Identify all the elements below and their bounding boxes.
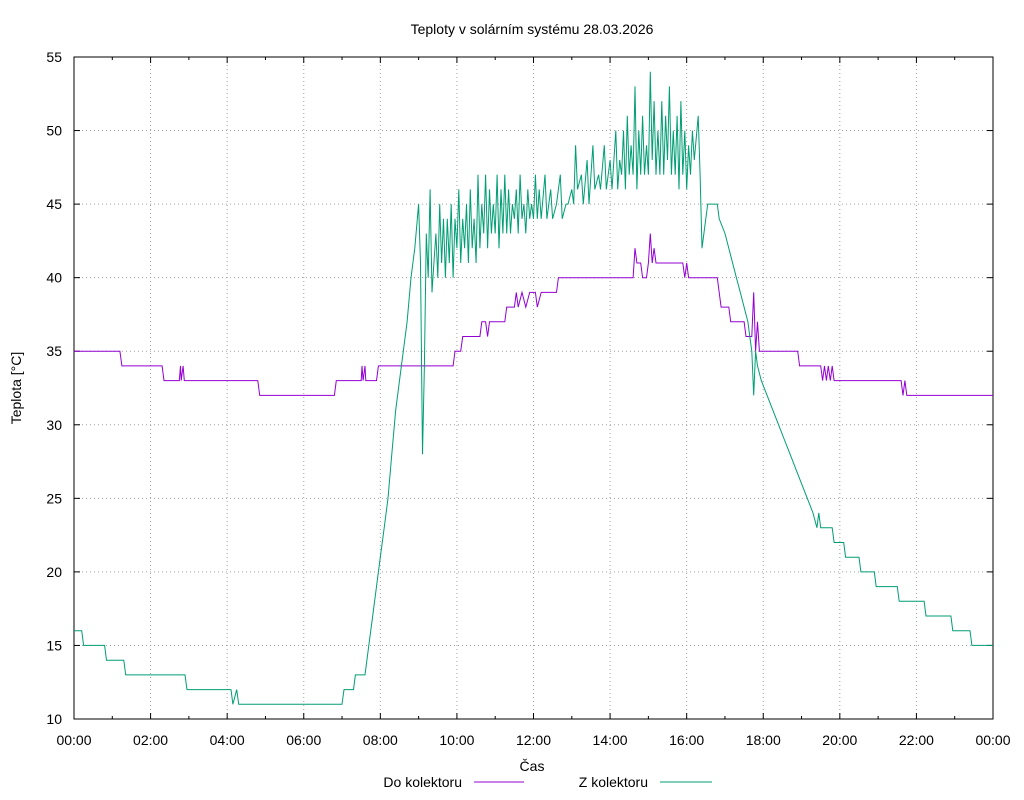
y-tick-label: 15: [46, 637, 62, 653]
x-tick-label: 20:00: [822, 732, 857, 748]
y-tick-label: 20: [46, 564, 62, 580]
y-tick-label: 40: [46, 270, 62, 286]
chart-title: Teploty v solárním systému 28.03.2026: [411, 21, 654, 37]
grid: [74, 57, 993, 719]
x-tick-label: 04:00: [210, 732, 245, 748]
x-tick-label: 14:00: [593, 732, 628, 748]
axis-ticks: 10 15 20 25 30 35 40 45 50 55 00:00 02:00 04:00 06:00…: [46, 49, 1010, 748]
x-tick-label: 06:00: [286, 732, 321, 748]
x-tick-label: 22:00: [899, 732, 934, 748]
x-axis-label: Čas: [520, 758, 545, 774]
plot-frame: [73, 56, 994, 720]
x-tick-label: 10:00: [439, 732, 474, 748]
x-tick-label: 08:00: [363, 732, 398, 748]
x-tick-label: 16:00: [669, 732, 704, 748]
y-tick-label: 25: [46, 490, 62, 506]
legend-label-do-kolektoru: Do kolektoru: [383, 774, 462, 790]
series-line-z-kolektoru: [74, 71, 993, 705]
y-tick-label: 45: [46, 196, 62, 212]
series-line-do-kolektoru: [74, 233, 993, 396]
x-tick-label: 02:00: [133, 732, 168, 748]
x-tick-label: 18:00: [746, 732, 781, 748]
x-tick-label: 00:00: [56, 732, 91, 748]
x-tick-label: 00:00: [975, 732, 1010, 748]
legend: Do kolektoru Z kolektoru: [383, 774, 712, 790]
series-lines: [74, 71, 993, 705]
y-tick-label: 10: [46, 711, 62, 727]
legend-label-z-kolektoru: Z kolektoru: [579, 774, 648, 790]
y-tick-label: 30: [46, 417, 62, 433]
y-tick-label: 50: [46, 123, 62, 139]
y-axis-label: Teplota [°C]: [8, 352, 24, 425]
y-tick-label: 35: [46, 343, 62, 359]
x-tick-label: 12:00: [516, 732, 551, 748]
y-tick-label: 55: [46, 49, 62, 65]
